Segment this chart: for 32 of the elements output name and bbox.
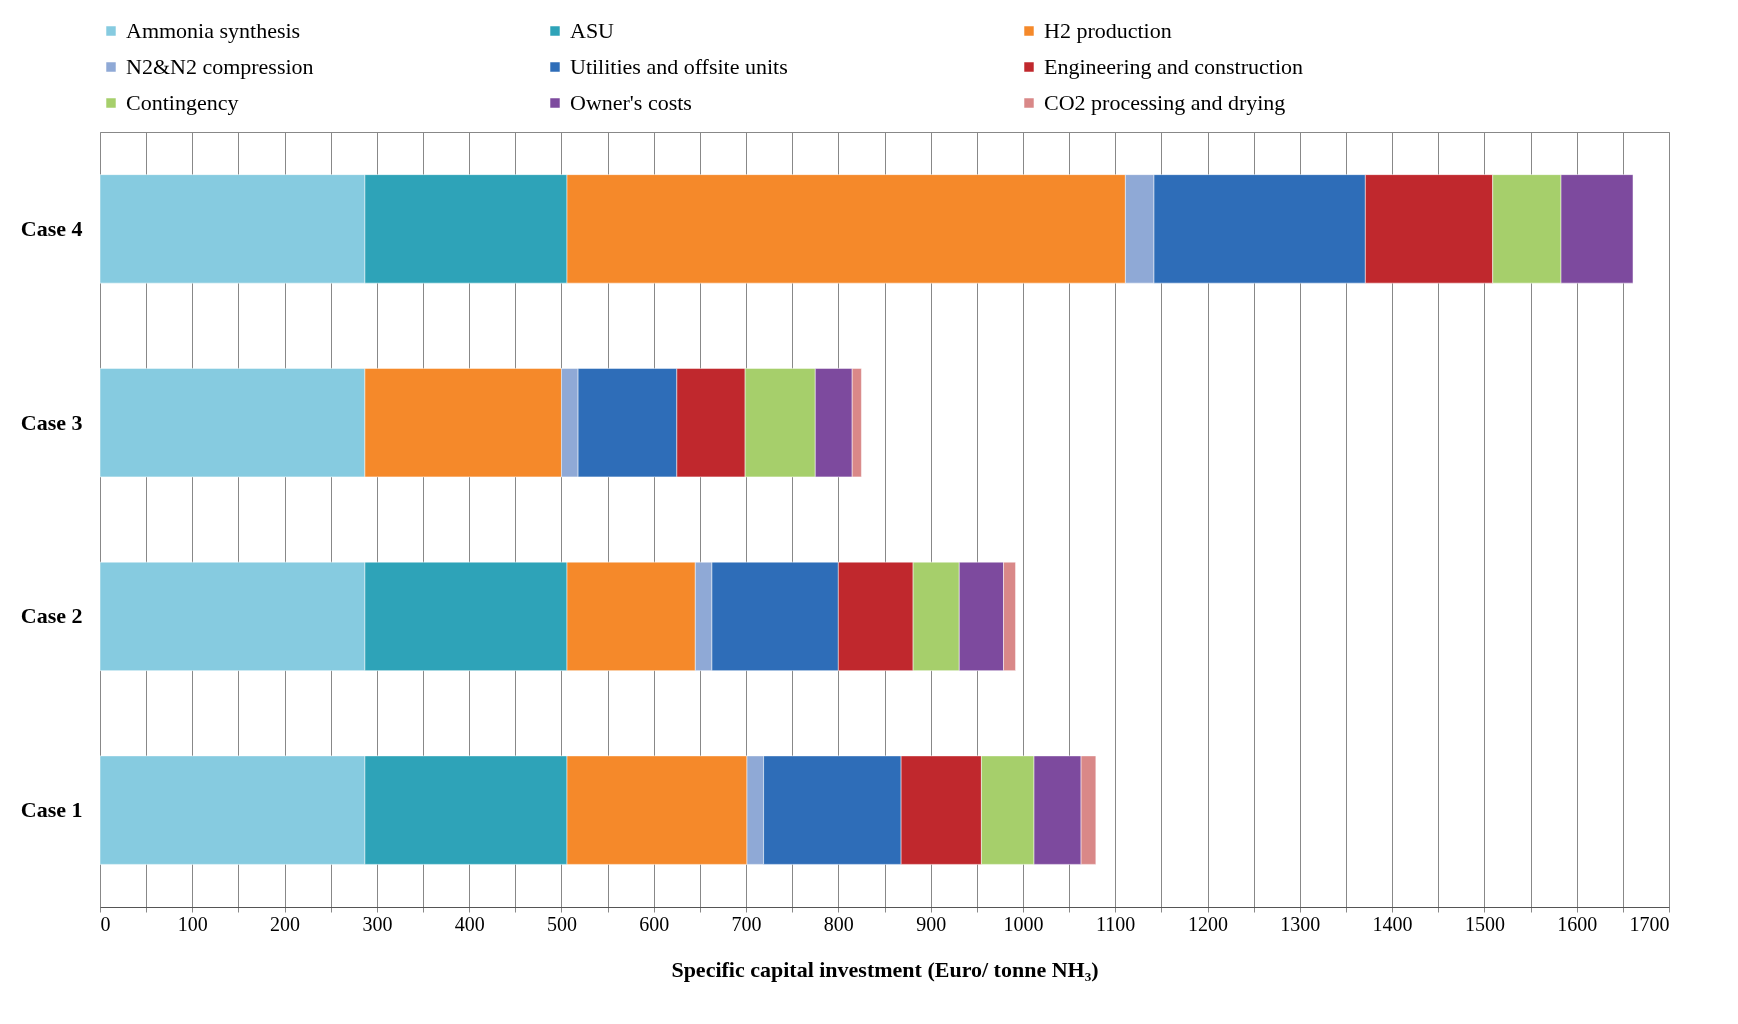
x-tick-label: 300 [362,912,393,935]
x-tick-label: 800 [823,912,854,935]
x-tick-label: 0 [100,912,111,935]
legend-label: CO2 processing and drying [1044,90,1286,115]
legend-label: Ammonia synthesis [126,18,301,43]
x-tick-label: 500 [546,912,577,935]
x-tick-label: 400 [454,912,485,935]
x-tick-label: 1300 [1280,912,1321,935]
legend-label: N2&N2 compression [126,54,314,79]
x-tick-label: 1700 [1629,912,1670,935]
x-tick-label: 1400 [1372,912,1413,935]
x-tick-label: 1500 [1464,912,1505,935]
x-tick-label: 1000 [1003,912,1044,935]
y-tick-label: Case 1 [20,797,83,823]
legend-label: Engineering and construction [1044,54,1304,79]
x-tick-label: 1600 [1557,912,1598,935]
legend-label: Owner's costs [570,90,692,115]
y-tick-label: Case 3 [20,409,83,435]
x-tick-label: 100 [177,912,208,935]
x-tick-label: 200 [270,912,301,935]
y-tick-label: Case 4 [20,215,83,241]
legend-label: ASU [570,18,615,43]
x-axis-title: Specific capital investment (Euro/ tonne NH₃) [671,956,1099,982]
x-tick-label: 700 [731,912,762,935]
legend-label: Contingency [126,90,239,115]
x-tick-label: 1100 [1096,912,1136,935]
legend-label: H2 production [1044,18,1172,43]
y-tick-label: Case 2 [20,603,83,629]
x-tick-label: 1200 [1188,912,1229,935]
legend-label: Utilities and offsite units [570,54,788,79]
x-tick-label: 900 [916,912,947,935]
x-tick-label: 600 [639,912,670,935]
